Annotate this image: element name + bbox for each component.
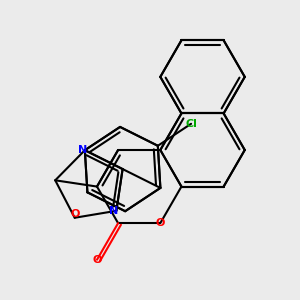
Text: O: O: [70, 209, 80, 219]
Text: N: N: [110, 206, 118, 216]
Text: N: N: [78, 145, 87, 155]
Text: O: O: [156, 218, 165, 228]
Text: O: O: [92, 255, 102, 265]
Text: Cl: Cl: [185, 119, 197, 129]
